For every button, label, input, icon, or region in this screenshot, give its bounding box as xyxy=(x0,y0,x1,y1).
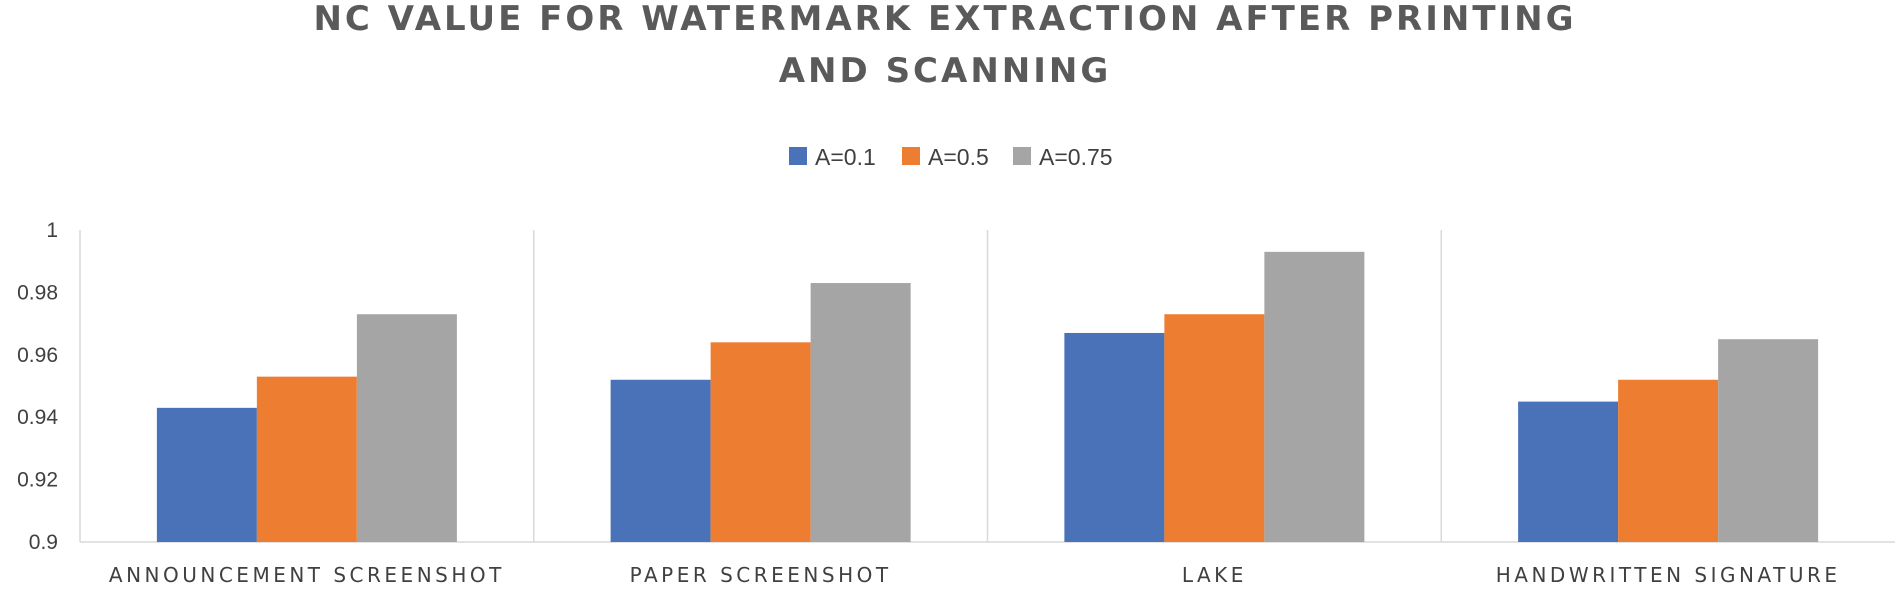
bar-a01-2 xyxy=(1064,332,1165,542)
y-tick-label: 0.98 xyxy=(17,281,58,304)
plot-area: 0.9 0.92 0.94 0.96 0.98 1 ANNOUNCEMENT SCREEN… xyxy=(17,219,1895,587)
y-tick-label: 1 xyxy=(46,219,58,242)
legend-swatch-a05 xyxy=(902,147,920,165)
bar-a01-3 xyxy=(1518,401,1619,542)
x-axis-ticks: ANNOUNCEMENT SCREENSHOT PAPER SCREENSHOT L… xyxy=(109,563,1841,587)
legend-label-a05: A=0.5 xyxy=(928,144,989,170)
legend-swatch-a01 xyxy=(789,147,807,165)
y-axis-ticks: 0.9 0.92 0.94 0.96 0.98 1 xyxy=(17,219,58,554)
bar-a01-1 xyxy=(610,379,711,542)
bar-a05-2 xyxy=(1164,314,1265,542)
y-tick-label: 0.94 xyxy=(17,406,58,429)
legend-swatch-a075 xyxy=(1013,147,1031,165)
bar-a01-0 xyxy=(156,407,257,542)
bar-a05-1 xyxy=(710,342,811,542)
x-tick-label: PAPER SCREENSHOT xyxy=(630,563,892,587)
y-tick-label: 0.96 xyxy=(17,344,58,367)
y-tick-label: 0.9 xyxy=(29,531,58,554)
bar-a075-2 xyxy=(1264,251,1365,542)
bar-a075-0 xyxy=(356,314,457,542)
bar-a05-0 xyxy=(256,376,357,542)
bar-a075-1 xyxy=(810,283,911,542)
legend-label-a075: A=0.75 xyxy=(1039,144,1113,170)
chart-title-line-1: NC VALUE FOR WATERMARK EXTRACTION AFTER … xyxy=(313,0,1576,39)
bar-a05-3 xyxy=(1618,379,1719,542)
category-separators xyxy=(533,230,1442,542)
legend: A=0.1 A=0.5 A=0.75 xyxy=(789,144,1113,170)
x-tick-label: LAKE xyxy=(1182,563,1247,587)
bars xyxy=(156,251,1819,542)
x-tick-label: ANNOUNCEMENT SCREENSHOT xyxy=(109,563,505,587)
bar-a075-3 xyxy=(1718,339,1819,542)
chart-title-line-2: AND SCANNING xyxy=(779,51,1112,91)
y-tick-label: 0.92 xyxy=(17,469,58,492)
x-tick-label: HANDWRITTEN SIGNATURE xyxy=(1496,563,1841,587)
legend-label-a01: A=0.1 xyxy=(815,144,876,170)
